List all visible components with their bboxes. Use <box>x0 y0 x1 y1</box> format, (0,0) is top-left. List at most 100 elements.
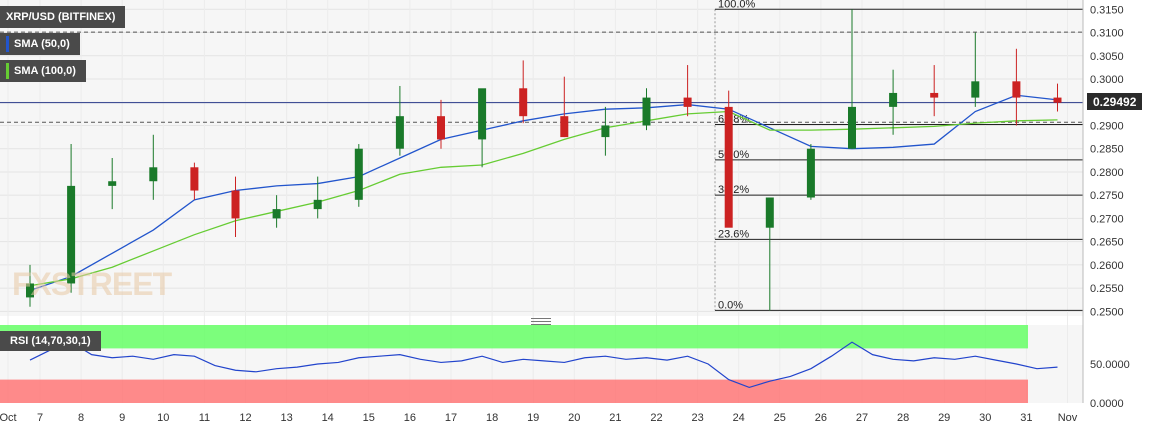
rsi-overbought-band <box>0 325 1028 349</box>
candle-body <box>478 88 487 140</box>
y-tick-label: 0.2900 <box>1090 120 1124 132</box>
panel-resize-handle[interactable] <box>531 318 551 325</box>
candle-body <box>313 199 322 210</box>
candle-body <box>231 190 240 219</box>
x-tick-label: 26 <box>815 412 827 424</box>
x-tick-label: 25 <box>774 412 786 424</box>
candle-body <box>560 116 569 138</box>
fxstreet-watermark: FXSTREET <box>12 266 172 302</box>
fib-level-label: 61.8% <box>718 114 749 126</box>
legend-sma50[interactable]: SMA (50,0) <box>0 33 80 55</box>
x-tick-label: Oct <box>0 412 17 424</box>
x-tick-label: 11 <box>199 412 210 424</box>
legend-symbol-label: XRP/USD (BITFINEX) <box>6 11 116 23</box>
x-tick-label: Nov <box>1058 412 1078 424</box>
y-tick-label: 0.2800 <box>1090 167 1124 179</box>
rsi-tick-label: 0.0000 <box>1090 398 1124 410</box>
fib-level-label: 23.6% <box>718 228 749 240</box>
sma50-swatch <box>6 36 9 52</box>
candle-body <box>1012 81 1021 98</box>
candle-body <box>67 185 76 284</box>
x-tick-label: 9 <box>119 412 125 424</box>
fibonacci-levels: 100.0% 61.8% 50.0% 38.2% 23.6% 0.0% <box>0 0 1083 311</box>
x-tick-label: 23 <box>691 412 703 424</box>
y-tick-label: 0.3000 <box>1090 74 1124 86</box>
candle-body <box>1053 97 1062 103</box>
x-tick-label: 24 <box>733 412 745 424</box>
rsi-tick-label: 50.0000 <box>1090 359 1130 371</box>
candle-body <box>683 97 692 107</box>
candle-body <box>26 283 34 298</box>
fib-level-label: 0.0% <box>718 299 743 311</box>
x-tick-label: 18 <box>486 412 498 424</box>
last-price-tag: 0.29492 <box>1087 93 1143 110</box>
x-tick-label: 14 <box>322 412 334 424</box>
rsi-bands <box>0 325 1028 403</box>
x-tick-label: 12 <box>239 412 251 424</box>
sma50-line <box>29 94 1058 292</box>
y-tick-label: 0.2650 <box>1090 237 1124 249</box>
x-tick-label: 13 <box>280 412 292 424</box>
candle-body <box>149 167 158 182</box>
x-tick-label: 17 <box>445 412 457 424</box>
price-plot-background <box>0 0 1083 316</box>
candles <box>26 9 1062 311</box>
candle-body <box>724 106 733 228</box>
x-tick-label: 31 <box>1020 412 1032 424</box>
sma100-line <box>29 110 1058 287</box>
x-tick-label: 27 <box>856 412 868 424</box>
legend-symbol[interactable]: XRP/USD (BITFINEX) <box>0 6 126 28</box>
candle-body <box>354 148 363 200</box>
legend-rsi[interactable]: RSI (14,70,30,1) <box>0 331 101 351</box>
fib-level-label: 38.2% <box>718 184 749 196</box>
x-tick-label: 20 <box>568 412 580 424</box>
candle-body <box>437 116 445 140</box>
axes: 0.31500.31000.30500.30000.29500.29000.28… <box>0 0 1130 424</box>
legend-sma100-label: SMA (100,0) <box>14 65 76 77</box>
y-tick-label: 0.2750 <box>1090 190 1124 202</box>
candle-body <box>889 92 898 107</box>
y-tick-label: 0.3100 <box>1090 28 1124 40</box>
rsi-line <box>29 341 1058 389</box>
legend-sma50-label: SMA (50,0) <box>14 38 70 50</box>
x-tick-label: 10 <box>157 412 169 424</box>
y-tick-label: 0.3050 <box>1090 51 1124 63</box>
x-tick-label: 22 <box>650 412 662 424</box>
fib-level-label: 100.0% <box>718 0 756 10</box>
y-tick-label: 0.2500 <box>1090 306 1124 318</box>
y-tick-label: 0.3150 <box>1090 4 1124 16</box>
sma100-swatch <box>6 63 9 79</box>
candle-body <box>601 125 610 138</box>
y-tick-label: 0.2600 <box>1090 260 1124 272</box>
y-tick-label: 0.2550 <box>1090 283 1124 295</box>
moving-averages <box>29 94 1058 292</box>
fib-level-label: 50.0% <box>718 149 749 161</box>
candle-body <box>930 92 939 98</box>
x-tick-label: 19 <box>527 412 539 424</box>
x-tick-label: 15 <box>363 412 375 424</box>
x-tick-label: 16 <box>404 412 416 424</box>
candle-body <box>971 81 980 98</box>
candle-body <box>108 181 117 186</box>
legend-rsi-label: RSI (14,70,30,1) <box>10 335 91 347</box>
candle-body <box>190 167 199 191</box>
x-tick-label: 28 <box>897 412 909 424</box>
candle-body <box>848 106 856 149</box>
x-tick-label: 7 <box>37 412 43 424</box>
candle-body <box>765 197 774 228</box>
y-tick-label: 0.2700 <box>1090 213 1124 225</box>
x-tick-label: 21 <box>609 412 621 424</box>
candle-body <box>395 116 404 149</box>
x-tick-label: 29 <box>938 412 950 424</box>
rsi-oversold-band <box>0 379 1028 403</box>
x-tick-label: 30 <box>979 412 991 424</box>
y-tick-label: 0.2850 <box>1090 144 1124 156</box>
legend-sma100[interactable]: SMA (100,0) <box>0 60 86 82</box>
candle-body <box>642 97 651 126</box>
candle-body <box>519 88 528 117</box>
candle-body <box>272 209 281 219</box>
x-tick-label: 8 <box>78 412 84 424</box>
candle-body <box>806 148 815 198</box>
